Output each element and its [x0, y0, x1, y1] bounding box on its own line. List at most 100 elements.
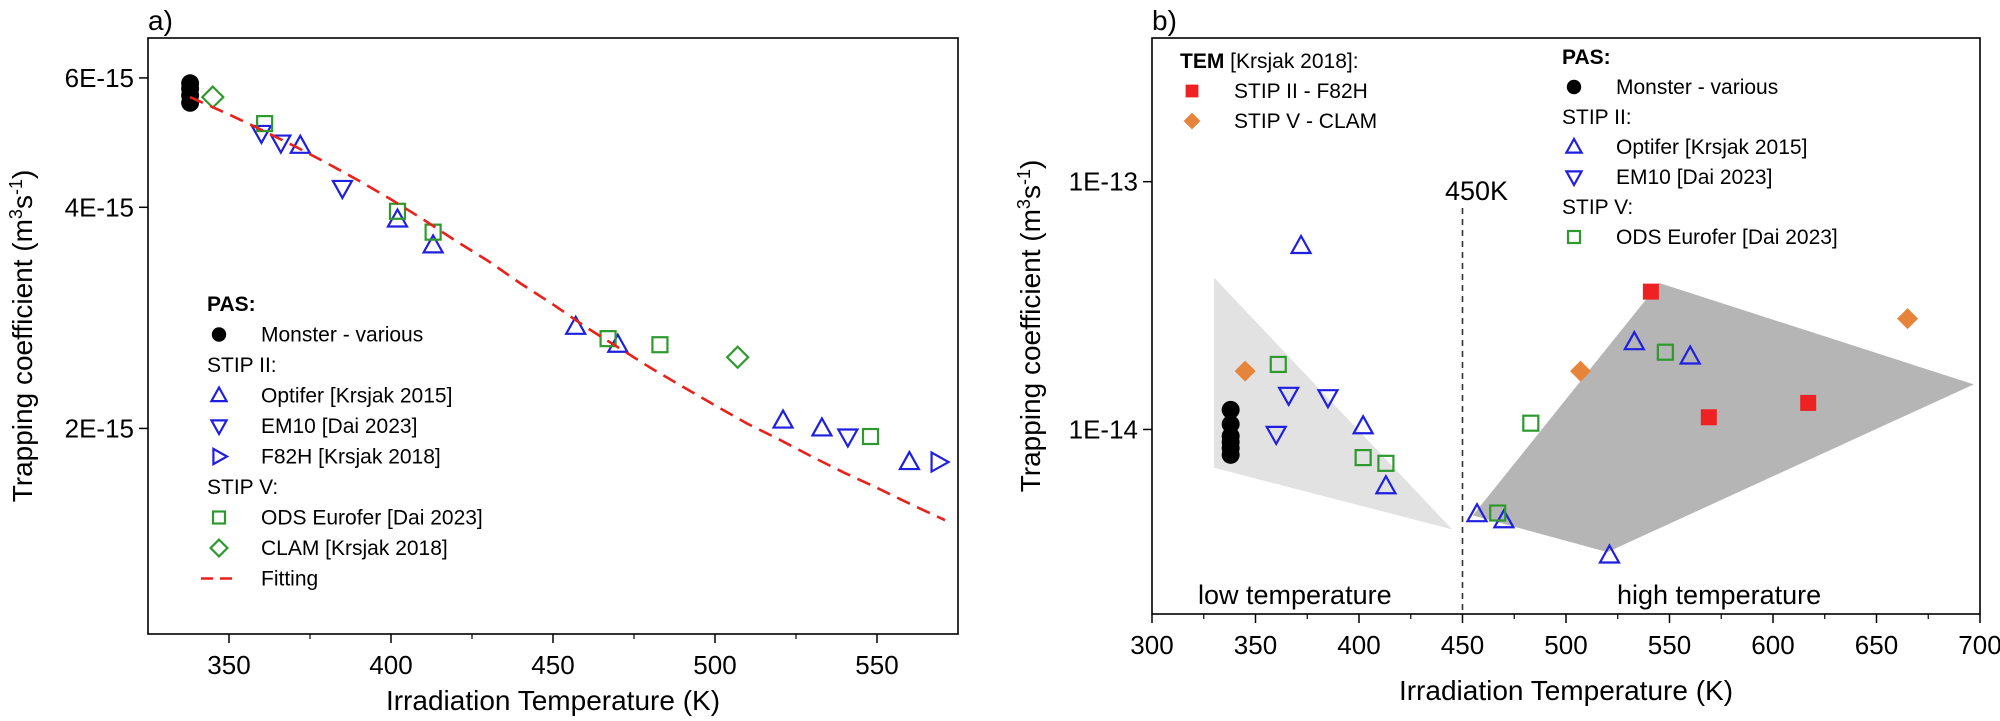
panel-a-legend-swatch-optifer-krsjak-2015	[209, 385, 229, 403]
panel-a-y-tick-label: 4E-15	[65, 192, 134, 222]
panel-b-point-ods-eurofer-dai-2023	[1522, 414, 1540, 432]
panel-a-x-tick-label: 500	[693, 650, 736, 680]
panel-a-series-monster-various	[181, 74, 200, 112]
panel-a-legend-swatch-em10-dai-2023	[209, 419, 229, 437]
panel-a-point-optifer-krsjak-2015	[288, 133, 312, 154]
panel-a-point-f82h-krsjak-2018	[930, 450, 951, 474]
panel-b-point-optifer-krsjak-2015	[1492, 508, 1516, 529]
panel-b-x-tick-label: 400	[1337, 630, 1380, 660]
panel-b-point-optifer-krsjak-2015	[1374, 473, 1398, 495]
panel-a-point-clam-krsjak-2018	[200, 85, 225, 110]
panel-a-point-em10-dai-2023	[331, 179, 354, 201]
panel-b-y-tick-label: 1E-14	[1069, 414, 1138, 444]
panel-b-point-em10-dai-2023	[1264, 425, 1288, 447]
panel-b-series-ods-eurofer-dai-2023	[1269, 343, 1674, 522]
panel-a-legend-header: PAS:	[207, 293, 256, 316]
panel-b-point-optifer-krsjak-2015	[1465, 501, 1489, 523]
panel-b-series-monster-various	[1221, 400, 1240, 464]
panel-a-legend-swatch-ods-eurofer-dai-2023	[211, 510, 227, 525]
panel-b-point-ods-eurofer-dai-2023	[1489, 504, 1507, 522]
panel-b-tem-legend-label: STIP II - F82H	[1234, 80, 1368, 103]
region-low-temperature	[1214, 277, 1453, 530]
panel-b-pas-legend-swatch-ods-eurofer-dai-2023	[1566, 229, 1582, 245]
panel-b-pas-legend-label: EM10 [Dai 2023]	[1616, 166, 1772, 189]
high-temperature-label: high temperature	[1617, 580, 1821, 610]
panel-a-series-fitting	[189, 95, 946, 522]
panel-b-tem-legend-swatch-stip-v-clam	[1183, 112, 1201, 130]
panel-b-pas-legend-header: PAS:	[1562, 46, 1611, 69]
panel-a-x-tick-label: 550	[855, 650, 898, 680]
panel-b-point-stip-ii-f82h	[1642, 283, 1659, 300]
panel-a-y-tick-label: 2E-15	[65, 413, 134, 443]
panel-a-x-axis: 350 400 450 500 550	[207, 634, 899, 680]
panel-a-plot-area	[181, 74, 951, 522]
panel-a-legend-label: ODS Eurofer [Dai 2023]	[261, 507, 483, 530]
panel-b-point-monster-various	[1221, 415, 1240, 434]
panel-b-y-tick-label: 1E-13	[1069, 167, 1138, 197]
panel-a-x-tick-label: 400	[369, 650, 412, 680]
panel-a-fit-line	[189, 95, 946, 522]
panel-b-pas-legend-swatch-em10-dai-2023	[1564, 170, 1584, 188]
panel-b-x-axis: 300 350 400 450 500 550 600 650 700	[1130, 614, 2000, 660]
panel-b-x-tick-label: 650	[1855, 630, 1898, 660]
panel-b-point-optifer-krsjak-2015	[1622, 329, 1646, 351]
panel-b-series-stip-ii-f82h	[1642, 283, 1817, 426]
panel-b-point-ods-eurofer-dai-2023	[1269, 355, 1287, 374]
panel-a-point-monster-various	[181, 74, 200, 93]
panel-a-y-axis: 2E-15 4E-15 6E-15	[65, 63, 148, 443]
panel-a-x-tick-label: 350	[207, 650, 250, 680]
panel-b-x-tick-label: 450	[1441, 630, 1484, 660]
divider-label-450k: 450K	[1445, 176, 1508, 206]
panel-b-point-em10-dai-2023	[1316, 389, 1340, 410]
panel-a-legend-swatch-monster-various	[211, 327, 227, 342]
panel-a-point-ods-eurofer-dai-2023	[256, 114, 274, 133]
panel-b-x-tick-label: 500	[1544, 630, 1587, 660]
panel-a-point-ods-eurofer-dai-2023	[861, 427, 880, 446]
panel-b-pas-legend-label: Monster - various	[1616, 76, 1778, 99]
panel-a-legend-group-heading: STIP V:	[207, 476, 278, 499]
panel-a-x-axis-label: Irradiation Temperature (K)	[386, 685, 720, 716]
panel-a-point-clam-krsjak-2018	[725, 345, 750, 370]
panel-b-tem-legend-label: STIP V - CLAM	[1234, 110, 1377, 133]
panel-a-legend-swatch-f82h-krsjak-2018	[212, 447, 230, 466]
panel-a-legend: PAS:Monster - various STIP II: Optifer [Kr…	[201, 293, 483, 591]
panel-b-legend-pas: PAS:Monster - various STIP II: Optifer [Kr…	[1562, 46, 1838, 249]
panel-b-point-optifer-krsjak-2015	[1598, 543, 1621, 564]
panel-a-series-f82h-krsjak-2018	[930, 450, 951, 474]
panel-b-tem-legend-header: TEM [Krsjak 2018]:	[1180, 50, 1359, 73]
panel-a-point-optifer-krsjak-2015	[421, 233, 445, 254]
panel-a-y-axis-label: Trapping coefficient (m3s-1)	[6, 170, 38, 503]
panel-a-point-optifer-krsjak-2015	[810, 416, 834, 437]
panel-b-series-optifer-krsjak-2015	[1289, 233, 1702, 564]
panel-a-legend-label: F82H [Krsjak 2018]	[261, 446, 441, 469]
panel-b-x-tick-label: 350	[1234, 630, 1277, 660]
panel-b-label: b)	[1152, 5, 1177, 36]
panel-a-x-tick-label: 450	[531, 650, 574, 680]
panel-a-point-em10-dai-2023	[836, 428, 860, 449]
panel-b-point-ods-eurofer-dai-2023	[1377, 454, 1395, 472]
panel-b-point-optifer-krsjak-2015	[1289, 233, 1313, 255]
panel-b-regions	[1214, 277, 1974, 553]
panel-a-y-tick-label: 6E-15	[65, 63, 134, 93]
panel-a-point-em10-dai-2023	[269, 134, 293, 155]
panel-a-legend-group-heading: STIP II:	[207, 354, 277, 377]
panel-b-point-optifer-krsjak-2015	[1678, 344, 1702, 365]
panel-a-legend-label: EM10 [Dai 2023]	[261, 415, 417, 438]
panel-a-point-ods-eurofer-dai-2023	[651, 336, 669, 354]
panel-a-point-optifer-krsjak-2015	[898, 449, 921, 471]
panel-b-pas-legend-swatch-optifer-krsjak-2015	[1564, 136, 1584, 154]
panel-b-point-em10-dai-2023	[1277, 386, 1300, 408]
panel-b-point-stip-ii-f82h	[1700, 409, 1717, 426]
panel-b-x-tick-label: 700	[1958, 630, 2000, 660]
panel-a-legend-label: CLAM [Krsjak 2018]	[261, 537, 448, 560]
panel-b-point-stip-v-clam	[1569, 360, 1591, 382]
panel-b-pas-legend-label: ODS Eurofer [Dai 2023]	[1616, 226, 1838, 249]
panel-b-pas-legend-label: Optifer [Krsjak 2015]	[1616, 136, 1807, 159]
chart-panel-a: a) 350 400 450 500 550 2E-15 4E-15 6E-15 Irrad…	[6, 5, 959, 716]
panel-b-tem-legend-swatch-stip-ii-f82h	[1185, 84, 1199, 98]
panel-a-point-optifer-krsjak-2015	[771, 408, 795, 429]
panel-b-point-optifer-krsjak-2015	[1351, 414, 1375, 435]
panel-b-point-stip-v-clam	[1234, 360, 1256, 382]
panel-b-pas-legend-swatch-monster-various	[1566, 79, 1582, 95]
